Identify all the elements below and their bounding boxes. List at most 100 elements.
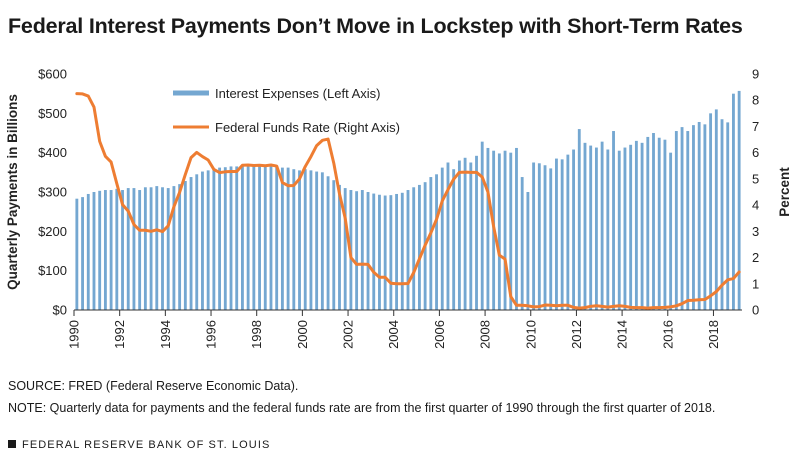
interest-expense-bar bbox=[309, 170, 313, 310]
interest-expense-bar bbox=[126, 188, 130, 310]
x-axis-tick-label: 2002 bbox=[341, 320, 356, 349]
left-axis-tick-label: $200 bbox=[38, 224, 67, 239]
interest-expense-bar bbox=[338, 184, 341, 310]
interest-expense-bar bbox=[617, 150, 621, 310]
interest-expense-bar bbox=[138, 190, 142, 310]
interest-expense-bar bbox=[503, 150, 507, 310]
interest-expense-bar bbox=[515, 147, 518, 310]
interest-expense-bar bbox=[75, 198, 79, 310]
left-axis-tick-label: $400 bbox=[38, 145, 67, 160]
interest-expense-bar bbox=[469, 162, 473, 310]
left-axis-tick-label: $300 bbox=[38, 185, 67, 200]
interest-expense-bar bbox=[292, 169, 296, 310]
interest-expense-bar bbox=[372, 193, 376, 310]
right-axis-tick-label: 3 bbox=[752, 224, 759, 239]
interest-expense-bar bbox=[81, 197, 84, 310]
interest-expense-bar bbox=[412, 187, 416, 310]
interest-expense-bar bbox=[189, 177, 193, 310]
interest-expense-bar bbox=[275, 166, 279, 310]
interest-expense-bar bbox=[497, 153, 501, 310]
interest-expense-bar bbox=[183, 180, 187, 310]
interest-expense-bar bbox=[332, 180, 336, 310]
footer: FEDERAL RESERVE BANK OF ST. LOUIS bbox=[8, 439, 270, 451]
interest-expense-bar bbox=[429, 177, 433, 310]
interest-expense-bar bbox=[303, 169, 307, 310]
interest-expense-bar bbox=[669, 152, 673, 310]
interest-expense-bar bbox=[400, 192, 404, 310]
right-axis-tick-label: 0 bbox=[752, 303, 759, 318]
interest-expense-bar bbox=[549, 168, 553, 310]
interest-expense-bar bbox=[315, 171, 319, 310]
interest-expense-bar bbox=[206, 170, 210, 310]
interest-expense-bar bbox=[241, 165, 244, 310]
interest-expense-bar bbox=[103, 190, 107, 310]
interest-expense-bar bbox=[720, 119, 724, 310]
x-axis-tick-label: 1992 bbox=[112, 320, 127, 349]
interest-expense-bar bbox=[509, 152, 513, 310]
legend: Interest Expenses (Left Axis) Federal Fu… bbox=[173, 86, 400, 135]
interest-expense-bar bbox=[583, 142, 587, 310]
interest-expense-bar bbox=[98, 190, 102, 310]
interest-expense-bar bbox=[634, 140, 638, 310]
interest-expense-bar bbox=[566, 154, 570, 310]
interest-expense-bar bbox=[697, 121, 701, 311]
chart-title: Federal Interest Payments Don’t Move in … bbox=[8, 14, 743, 38]
x-axis-tick-label: 1994 bbox=[158, 320, 173, 349]
interest-expense-bar bbox=[606, 149, 610, 310]
data-note: NOTE: Quarterly data for payments and th… bbox=[8, 401, 716, 415]
interest-expense-bar bbox=[395, 193, 398, 310]
interest-expense-bar bbox=[594, 147, 598, 310]
interest-expense-bar bbox=[269, 165, 273, 310]
interest-expense-bar bbox=[320, 172, 324, 310]
interest-expense-bar bbox=[246, 164, 250, 310]
left-axis-tick-label: $500 bbox=[38, 106, 67, 121]
legend-label-interest-expenses: Interest Expenses (Left Axis) bbox=[215, 86, 380, 101]
interest-expense-bar bbox=[178, 184, 182, 310]
interest-expense-bar bbox=[109, 190, 113, 310]
interest-expense-bar bbox=[703, 124, 707, 310]
interest-expense-bar bbox=[258, 165, 261, 310]
interest-expense-bar bbox=[577, 129, 581, 310]
interest-expense-bar bbox=[537, 163, 541, 310]
interest-expense-bar bbox=[646, 136, 650, 310]
x-axis-tick-label: 1998 bbox=[249, 320, 264, 349]
interest-expense-bar bbox=[726, 122, 730, 310]
interest-expense-bar bbox=[201, 171, 204, 310]
x-axis-tick-label: 2004 bbox=[386, 320, 401, 349]
x-axis-ticks: 1990 1992 1994 1996 1998 2000 2002 2004 2006 2008… bbox=[67, 310, 721, 349]
x-axis-tick-label: 2016 bbox=[660, 320, 675, 349]
interest-expense-bar bbox=[252, 165, 256, 310]
interest-expense-bar bbox=[417, 184, 421, 310]
federal-funds-rate-line bbox=[75, 92, 741, 310]
x-axis-tick-label: 2006 bbox=[432, 320, 447, 349]
interest-expense-bar bbox=[218, 167, 222, 310]
interest-expense-bar bbox=[378, 194, 381, 310]
interest-expense-bar bbox=[212, 168, 216, 310]
interest-expense-bar bbox=[86, 193, 90, 310]
interest-expense-bar bbox=[435, 174, 438, 310]
interest-expense-bar bbox=[343, 188, 347, 310]
interest-expense-bar bbox=[161, 187, 164, 310]
interest-expense-bar bbox=[692, 125, 695, 310]
x-axis-tick-label: 2008 bbox=[478, 320, 493, 349]
interest-expense-bar bbox=[440, 167, 444, 310]
interest-expense-bar bbox=[600, 141, 604, 310]
interest-expense-bar bbox=[452, 169, 456, 310]
interest-expense-bar bbox=[732, 93, 735, 310]
right-axis-tick-label: 9 bbox=[752, 67, 759, 82]
interest-expense-bar bbox=[555, 158, 558, 310]
interest-expense-bar bbox=[629, 144, 633, 310]
left-axis-tick-label: $100 bbox=[38, 263, 67, 278]
footer-square-icon bbox=[8, 440, 16, 448]
interest-expense-bar bbox=[383, 195, 387, 310]
interest-expense-bar bbox=[143, 187, 147, 310]
source-note: SOURCE: FRED (Federal Reserve Economic D… bbox=[8, 379, 299, 393]
bars-layer bbox=[75, 90, 741, 311]
interest-expense-bar bbox=[674, 131, 678, 310]
interest-expense-bar bbox=[714, 109, 718, 311]
left-axis-tick-label: $0 bbox=[53, 303, 67, 318]
right-axis-tick-label: 1 bbox=[752, 276, 759, 291]
interest-expense-bar bbox=[406, 190, 410, 310]
interest-expense-bar bbox=[560, 159, 564, 310]
interest-expense-bar bbox=[612, 131, 615, 310]
